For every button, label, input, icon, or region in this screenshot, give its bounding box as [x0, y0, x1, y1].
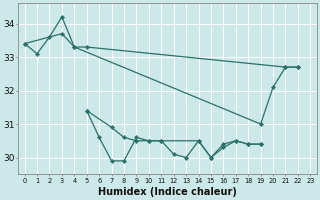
X-axis label: Humidex (Indice chaleur): Humidex (Indice chaleur)	[98, 187, 237, 197]
